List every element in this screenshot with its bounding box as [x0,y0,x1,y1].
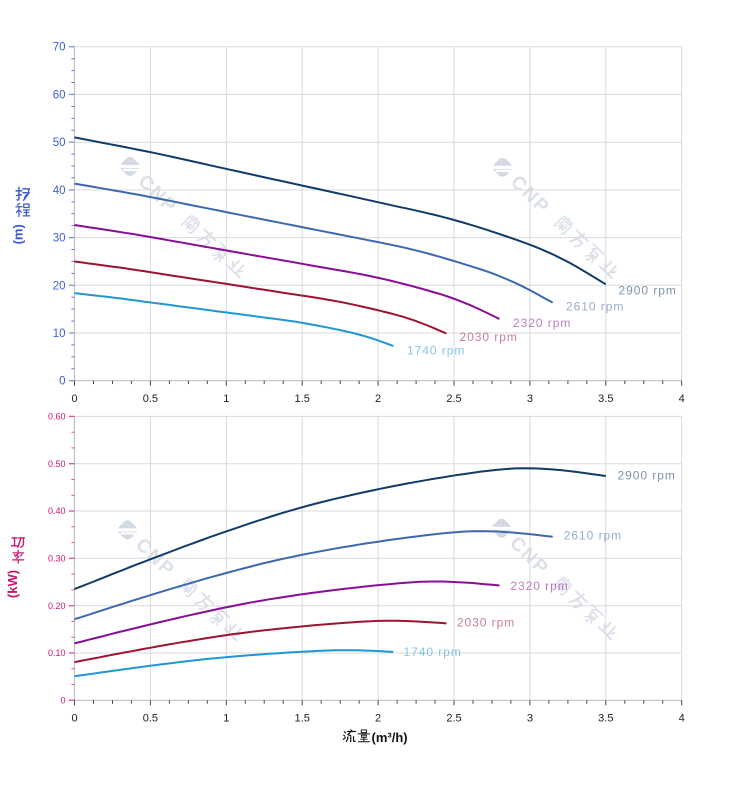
svg-text:4: 4 [679,393,685,405]
svg-text:2900 rpm: 2900 rpm [619,283,677,297]
svg-text:0.40: 0.40 [48,506,66,516]
svg-text:0: 0 [60,696,65,706]
svg-text:20: 20 [53,280,66,292]
svg-text:4: 4 [679,712,685,724]
svg-text:2.5: 2.5 [446,393,461,405]
svg-text:2030 rpm: 2030 rpm [457,616,515,630]
svg-text:0: 0 [71,712,77,724]
svg-text:1.5: 1.5 [295,712,310,724]
svg-text:1.5: 1.5 [295,393,310,405]
svg-text:1: 1 [223,393,229,405]
svg-text:40: 40 [53,185,66,197]
svg-text:3.5: 3.5 [598,712,613,724]
svg-text:1740 rpm: 1740 rpm [407,344,465,358]
svg-text:(m): (m) [10,224,25,244]
svg-text:50: 50 [53,137,66,149]
svg-text:(m³/h): (m³/h) [372,730,408,745]
svg-text:2610 rpm: 2610 rpm [566,300,624,314]
svg-text:0.20: 0.20 [48,601,66,611]
svg-text:3.5: 3.5 [598,393,613,405]
svg-text:2320 rpm: 2320 rpm [510,579,568,593]
svg-text:2: 2 [375,712,381,724]
svg-text:0.30: 0.30 [48,554,66,564]
svg-text:10: 10 [53,328,66,340]
svg-text:2900 rpm: 2900 rpm [618,469,676,483]
svg-text:2030 rpm: 2030 rpm [460,330,518,344]
svg-text:0.5: 0.5 [143,393,158,405]
svg-text:0.60: 0.60 [48,412,66,422]
svg-text:30: 30 [53,233,66,245]
svg-text:2320 rpm: 2320 rpm [513,316,571,330]
svg-text:2610 rpm: 2610 rpm [564,529,622,543]
svg-text:60: 60 [53,89,66,101]
svg-text:3: 3 [527,393,533,405]
svg-text:0.10: 0.10 [48,648,66,658]
svg-text:70: 70 [53,42,66,54]
svg-text:0.5: 0.5 [143,712,158,724]
svg-text:2: 2 [375,393,381,405]
svg-text:0: 0 [59,376,65,388]
svg-text:1740 rpm: 1740 rpm [404,645,462,659]
svg-text:(kW): (kW) [5,570,20,598]
svg-text:1: 1 [223,712,229,724]
svg-text:0: 0 [71,393,77,405]
svg-text:0.50: 0.50 [48,459,66,469]
svg-text:2.5: 2.5 [446,712,461,724]
svg-text:3: 3 [527,712,533,724]
